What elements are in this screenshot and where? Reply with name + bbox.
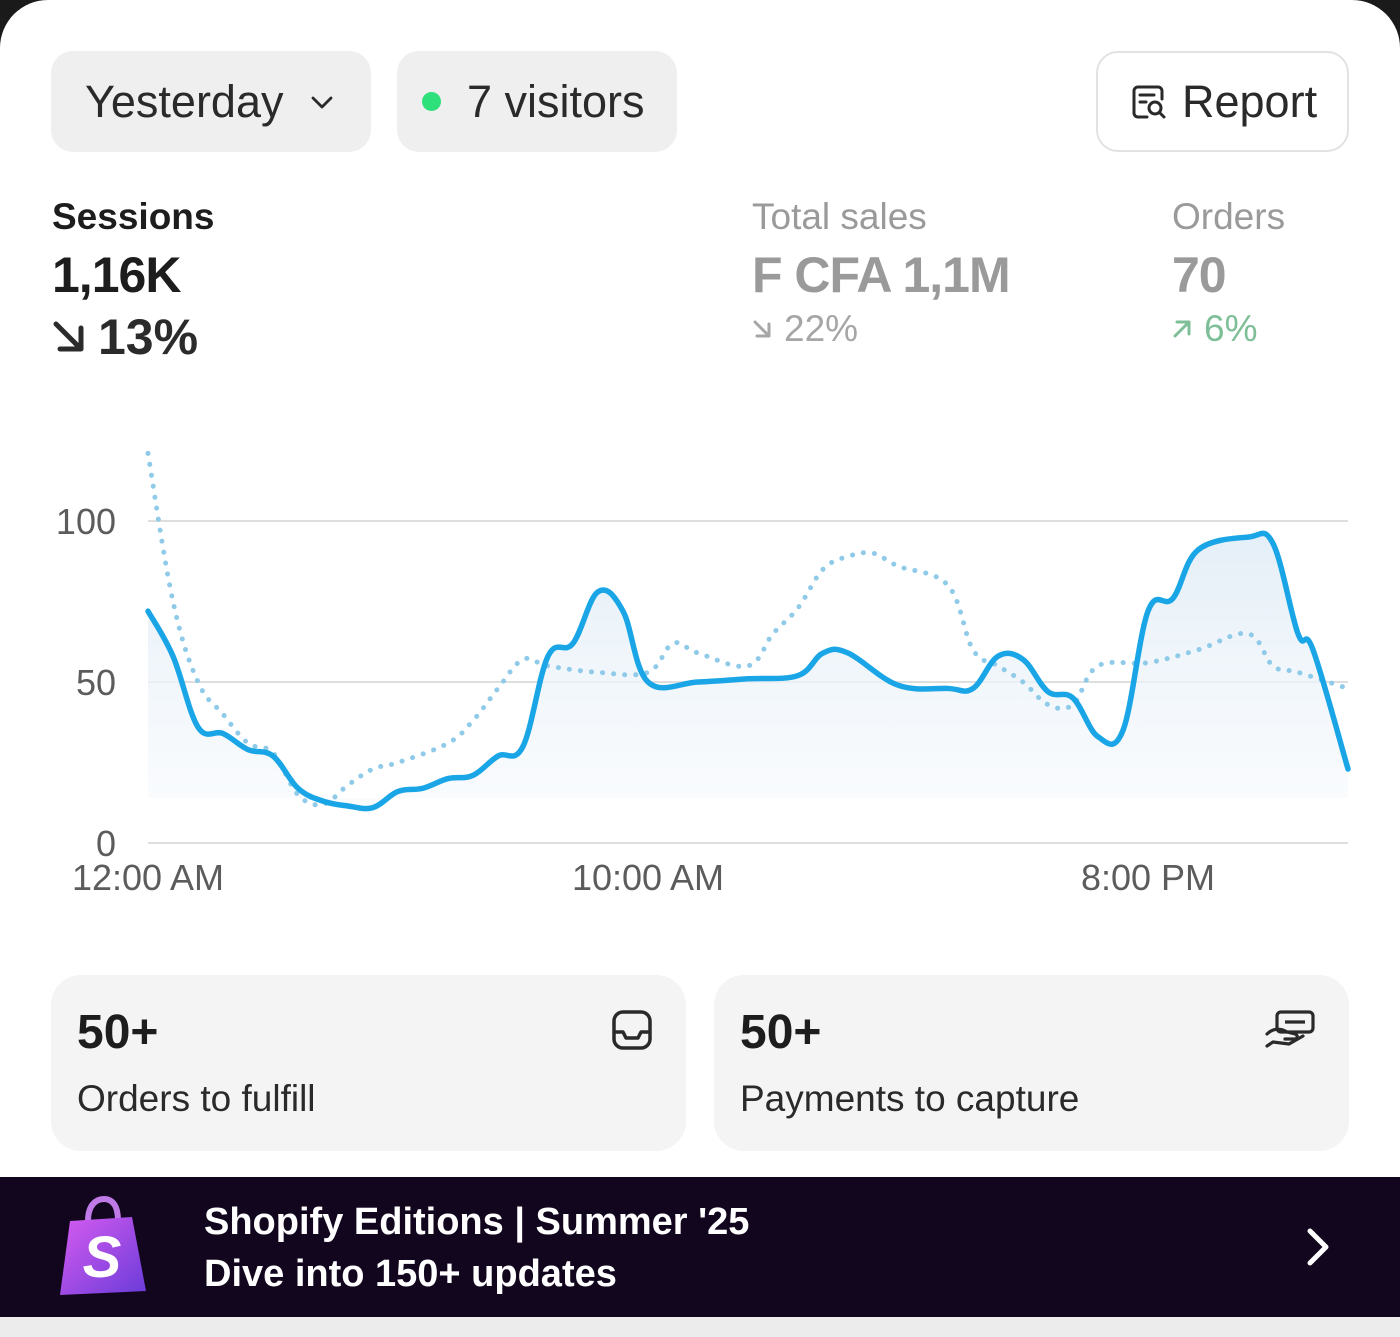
metric-value: 1,16K: [52, 247, 181, 303]
bottom-strip: [0, 1317, 1400, 1337]
chevron-down-icon: [312, 96, 333, 108]
tile-label: Orders to fulfill: [77, 1078, 316, 1119]
y-tick-label: 50: [76, 662, 116, 703]
metric-delta: 13%: [52, 308, 214, 366]
y-tick-label: 100: [56, 501, 116, 542]
live-dot-icon: [422, 92, 441, 111]
report-label: Report: [1182, 75, 1318, 127]
metric-label: Orders: [1172, 196, 1286, 237]
metric-sessions[interactable]: Sessions 1,16K 13%: [52, 196, 214, 366]
hand-cash-icon: [1265, 1010, 1315, 1048]
svg-text:S: S: [83, 1225, 122, 1290]
orders-to-fulfill-card[interactable]: 50+ Orders to fulfill: [51, 975, 686, 1151]
metric-delta: 22%: [752, 308, 1010, 350]
metric-total-sales[interactable]: Total sales F CFA 1,1M 22%: [752, 196, 1011, 350]
metric-delta-value: 6%: [1204, 308, 1258, 349]
arrow-down-right-icon: [53, 321, 84, 352]
visitors-count: 7 visitors: [467, 75, 645, 127]
arrow-up-right-icon: [1173, 320, 1191, 338]
tile-count: 50+: [77, 1006, 159, 1059]
x-tick-label: 10:00 AM: [572, 857, 724, 898]
tile-count: 50+: [740, 1006, 822, 1059]
metric-label: Sessions: [52, 196, 215, 237]
dashboard-card: Yesterday 7 visitors Report Sessions 1,1…: [0, 0, 1400, 1180]
banner-subtitle: Dive into 150+ updates: [204, 1253, 617, 1295]
banner-title: Shopify Editions | Summer '25: [204, 1201, 750, 1243]
date-filter-button[interactable]: Yesterday: [51, 51, 371, 152]
current-series-area: [148, 533, 1348, 809]
metric-value: F CFA 1,1M: [752, 247, 1011, 303]
report-button[interactable]: Report: [1096, 51, 1349, 152]
y-tick-label: 0: [96, 823, 116, 864]
x-tick-label: 8:00 PM: [1081, 857, 1215, 898]
metric-value: 70: [1172, 247, 1227, 303]
payments-to-capture-card[interactable]: 50+ Payments to capture: [714, 975, 1349, 1151]
tile-label: Payments to capture: [740, 1078, 1080, 1119]
live-visitors-button[interactable]: 7 visitors: [397, 51, 677, 152]
sessions-chart: 0 50 100 12:00 AM 10:00 AM 8:00 PM: [56, 450, 1351, 898]
date-filter-label: Yesterday: [85, 75, 284, 127]
metric-delta-value: 22%: [784, 308, 859, 349]
chevron-right-icon[interactable]: [1300, 1225, 1336, 1269]
current-series-line: [145, 530, 1351, 812]
metric-delta-value: 13%: [98, 309, 199, 365]
comparison-series-line: [145, 450, 1351, 808]
arrow-down-right-icon: [753, 320, 771, 338]
x-tick-label: 12:00 AM: [72, 857, 224, 898]
metric-label: Total sales: [752, 196, 927, 237]
metric-orders[interactable]: Orders 70 6%: [1172, 196, 1285, 350]
shopify-editions-banner[interactable]: S Shopify Editions | Summer '25 Dive int…: [0, 1177, 1400, 1317]
metric-delta: 6%: [1172, 308, 1285, 350]
inbox-icon: [612, 1010, 652, 1050]
shopify-bag-logo: S: [60, 1195, 146, 1295]
report-search-icon: [1132, 85, 1166, 118]
